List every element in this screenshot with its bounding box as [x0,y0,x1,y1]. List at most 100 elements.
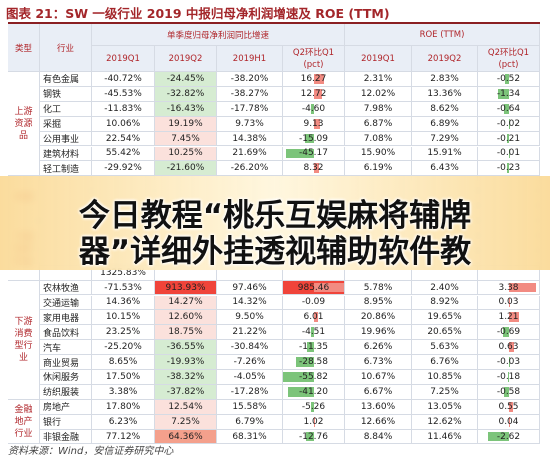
value: 20.65% [412,325,478,341]
cell-text: -45.53% [104,88,142,99]
cell-text: -0.21 [496,133,521,144]
value: 17.50% [92,370,155,385]
header-group: 单季度归母净利润同比增速 [92,24,345,46]
data-bar [488,431,509,442]
cell-text: 10.85% [427,371,462,382]
cell-text: 0.04 [498,416,519,427]
cell-text: 2.40% [430,282,459,293]
cell-text: -29.92% [104,163,142,174]
industry: 轻工制造 [40,161,92,177]
data-bar [288,386,314,397]
industry: 建筑材料 [40,146,92,162]
cell-text: 5.63% [430,342,459,353]
cell-text: 12.72 [300,88,327,99]
cell-text: 18.75% [168,327,203,338]
cell-text: -0.23 [496,163,521,174]
cell-text: -0.02 [496,118,521,129]
cell-text: -4.51 [301,327,326,338]
value: -24.45% [155,72,217,87]
cell-text: -45.17 [298,148,328,159]
data-bar [314,282,344,293]
data-bar [507,372,509,382]
cell-text: 55.42% [105,148,141,159]
cell-text: 6.26% [363,342,393,353]
industry-name: 商业贸易 [43,358,80,369]
value: 20.86% [345,310,412,326]
value: -26.20% [217,161,283,177]
data-bar [285,148,314,159]
cell-text: 12.62% [427,416,462,427]
value: -15.09 [283,131,345,147]
cell-text: -0.58 [496,386,521,397]
value: -36.55% [155,340,217,356]
data-bar [504,74,509,84]
cell-text: 10.67% [360,371,396,382]
value: -4.51 [283,325,345,341]
cell-text: 19.19% [168,118,203,129]
cell-text: 7.08% [363,133,393,144]
value: 7.29% [412,131,478,147]
cell-text: -38.32% [166,371,205,382]
value: 17.80% [92,399,155,415]
value: -1.34 [478,86,540,102]
industry-name: 农林牧渔 [43,284,80,295]
cell-text: -0.64 [496,103,521,114]
cell-text: 20.86% [360,312,396,323]
cell-text: 5.78% [363,282,393,293]
cell-text: -5.26 [301,401,326,412]
industry-name: 有色金属 [43,75,80,86]
data-bar [306,431,314,442]
cell-text: 22.54% [105,133,141,144]
value: 6.01 [283,310,345,326]
value: -19.93% [155,355,217,370]
value: 9.50% [217,310,283,326]
cell-text: -11.83% [104,103,142,114]
value: 15.91% [412,146,478,162]
cell-text: 6.87% [363,118,393,129]
cell-text: 20.65% [427,327,462,338]
value: 12.54% [155,399,217,415]
value: 8.62% [412,101,478,117]
value: -12.76 [283,429,345,445]
data-bar [314,416,315,427]
cell-text: -41.20 [298,386,328,397]
value: 1.21 [478,310,540,326]
header-col: 2019Q1 [345,46,412,72]
cell-text: -0.01 [496,148,521,159]
value: 77.12% [92,429,155,445]
value: -32.82% [155,86,217,102]
cell-text: -71.53% [104,282,142,293]
cell-text: 8.95% [363,297,393,308]
cell-text: -24.45% [166,73,205,84]
value: 10.85% [412,370,478,385]
value: 2.83% [412,72,478,87]
industry: 食品饮料 [40,325,92,341]
cell-text: 21.22% [232,327,267,338]
cell-text: -19.93% [166,357,205,368]
cell-text: 12.54% [168,401,203,412]
value: 8.32 [283,161,345,177]
value: 55.42% [92,146,155,162]
value: 7.25% [412,384,478,400]
industry: 有色金属 [40,72,92,87]
cell-text: 6.76% [430,357,459,368]
cell-text: 6.43% [430,163,459,174]
cell-text: 12.60% [168,312,203,323]
industry: 钢铁 [40,86,92,102]
cell-text: 12.02% [360,88,396,99]
industry: 采掘 [40,116,92,132]
value: 5.78% [345,280,412,296]
value: 7.25% [155,414,217,430]
cell-text: -0.52 [496,73,521,84]
cell-text: 7.25% [171,416,200,427]
cell-text: -25.20% [104,342,142,353]
cell-text: 7.45% [171,133,200,144]
cell-text: -0.09 [301,297,326,308]
cell-text: -55.82 [298,371,328,382]
value: -11.35 [283,340,345,356]
value: -0.02 [478,116,540,132]
cell-text: 3.38% [108,386,138,397]
value: -38.27% [217,86,283,102]
header-group: ROE (TTM) [345,24,540,46]
value: 7.45% [155,131,217,147]
